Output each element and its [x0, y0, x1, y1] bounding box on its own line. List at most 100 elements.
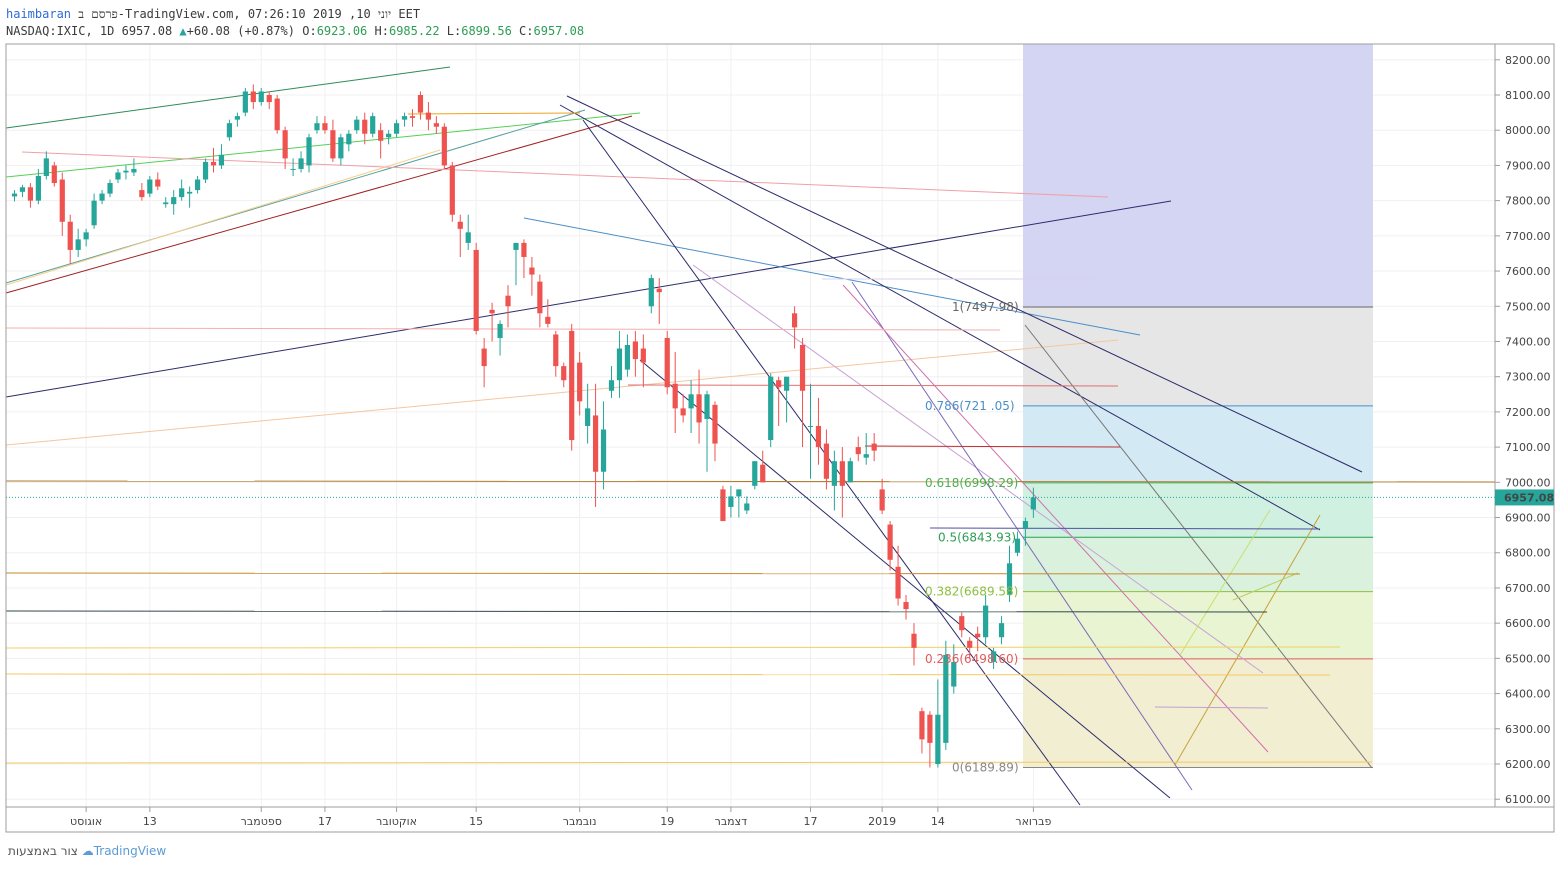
- y-tick-label: 7700.00: [1505, 230, 1551, 243]
- fib-level-label: 0(6189.89): [952, 761, 1019, 775]
- candle-body: [115, 172, 121, 180]
- candle-body: [131, 168, 137, 173]
- candle-body: [720, 489, 726, 522]
- tradingview-logo-icon[interactable]: ☁: [81, 844, 94, 858]
- candle-body: [91, 200, 97, 226]
- y-tick-label: 7900.00: [1505, 159, 1551, 172]
- candle-body: [696, 394, 702, 423]
- y-tick-label: 7500.00: [1505, 300, 1551, 313]
- x-tick-label: 15: [469, 815, 483, 828]
- candle-body: [19, 187, 26, 192]
- candle-body: [998, 623, 1005, 638]
- candle-body: [123, 170, 129, 173]
- candle-body: [600, 429, 607, 472]
- chart-header-line2: NASDAQ:IXIC, 1D 6957.08 ▲+60.08 (+0.87%)…: [6, 24, 584, 38]
- y-tick-label: 7600.00: [1505, 265, 1551, 278]
- symbol-info: NASDAQ:IXIC, 1D 6957.08: [6, 24, 173, 38]
- trend-line: [5, 112, 641, 178]
- trend-line: [1024, 324, 1373, 769]
- up-arrow-icon: ▲: [179, 24, 187, 38]
- candle-body: [330, 130, 336, 159]
- trend-line: [851, 281, 1193, 791]
- trend-line: [692, 264, 1264, 674]
- candle-body: [465, 232, 471, 243]
- fib-zone: [1023, 658, 1373, 768]
- candle-body: [202, 161, 209, 180]
- candle-body: [983, 605, 989, 638]
- candle-body: [640, 348, 646, 363]
- candle-body: [218, 154, 225, 166]
- candle-body: [768, 376, 774, 441]
- open-label: O:: [302, 24, 317, 38]
- candle-body: [823, 443, 830, 479]
- candle-body: [274, 98, 280, 131]
- candle-body: [433, 123, 439, 127]
- candle-body: [879, 489, 885, 511]
- candle-body: [553, 334, 559, 367]
- fib-zones: [1023, 44, 1373, 769]
- candle-body: [362, 119, 368, 134]
- candle-body: [43, 158, 49, 176]
- y-tick-label: 7400.00: [1505, 335, 1551, 348]
- trend-line: [5, 646, 1341, 649]
- candle-body: [935, 714, 941, 764]
- x-tick-label: 17: [318, 815, 332, 828]
- footer: צור באמצעות ☁TradingView: [8, 844, 166, 858]
- candle-body: [338, 137, 344, 159]
- candle-body: [672, 383, 678, 409]
- candle-body: [306, 137, 312, 166]
- candle-body: [704, 394, 710, 419]
- y-tick-label: 6900.00: [1505, 512, 1551, 525]
- trend-line: [566, 95, 1363, 473]
- y-tick-label: 6800.00: [1505, 547, 1551, 560]
- candle-body: [895, 566, 901, 599]
- tradingview-brand[interactable]: TradingView: [93, 844, 167, 858]
- candle-body: [83, 232, 89, 240]
- fib-labels: 1(7497.98) 0.786(721 .05) 0.618(6998.29) 0.…: [925, 300, 1019, 775]
- x-tick-label: אוקטובר: [376, 815, 417, 828]
- candle-body: [386, 133, 392, 138]
- fib-zone: [1023, 306, 1373, 406]
- candle-body: [871, 443, 877, 451]
- x-tick-label: 13: [143, 815, 157, 828]
- candle-body: [975, 633, 981, 638]
- y-tick-label: 7800.00: [1505, 195, 1551, 208]
- candle-body: [11, 193, 18, 197]
- fib-level-label: 0.618(6998.29): [925, 476, 1018, 490]
- candle-body: [529, 267, 535, 275]
- candle-body: [632, 341, 638, 360]
- trend-line: [5, 610, 1268, 613]
- candle-body: [521, 242, 527, 257]
- candle-body: [378, 130, 384, 141]
- y-tick-label: 8200.00: [1505, 54, 1551, 67]
- candle-body: [911, 633, 917, 648]
- candle-body: [839, 461, 845, 486]
- author-name[interactable]: haimbaran: [6, 7, 72, 21]
- candle-body: [513, 242, 519, 250]
- time-axis[interactable]: [5, 806, 1555, 833]
- candle-body: [370, 116, 376, 134]
- candle-body: [664, 337, 670, 388]
- candle-body: [51, 165, 57, 184]
- candle-body: [481, 348, 487, 367]
- high-value: 6985.22: [388, 24, 440, 38]
- trend-line: [1179, 509, 1271, 656]
- trend-line: [842, 284, 1269, 753]
- candle-body: [473, 249, 479, 331]
- candle-body: [290, 168, 296, 170]
- fib-level-label: 0.236(6498.60): [925, 652, 1018, 666]
- low-label: L:: [446, 24, 462, 38]
- candle-body: [210, 161, 217, 166]
- candle-body: [831, 461, 837, 486]
- trend-line: [5, 327, 1001, 331]
- candle-body: [744, 503, 750, 511]
- trend-line: [582, 119, 1081, 806]
- y-tick-label: 8000.00: [1505, 124, 1551, 137]
- trend-drawings: [5, 66, 1496, 806]
- trend-line: [5, 761, 1373, 764]
- x-tick-label: פברואר: [1015, 815, 1051, 828]
- candle-body: [35, 175, 41, 201]
- trend-line: [5, 66, 451, 129]
- candle-body: [712, 404, 718, 444]
